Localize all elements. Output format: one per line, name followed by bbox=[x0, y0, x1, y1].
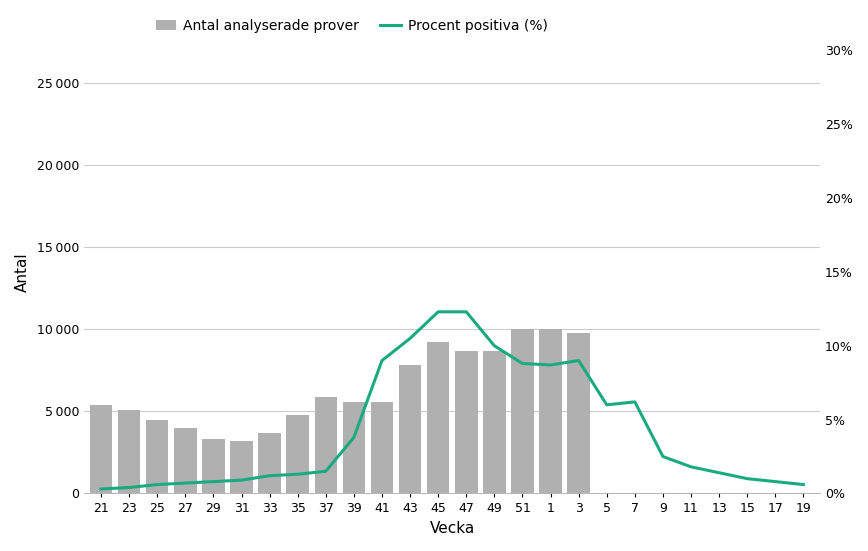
Procent positiva (%) bbox=[152, 481, 162, 488]
Procent positiva (%) bbox=[181, 480, 191, 487]
Procent positiva (%) bbox=[490, 343, 500, 349]
Procent positiva (%) bbox=[461, 309, 471, 315]
Procent positiva (%) bbox=[574, 357, 584, 364]
Procent positiva (%) bbox=[124, 484, 135, 491]
Procent positiva (%) bbox=[377, 357, 387, 364]
X-axis label: Vecka: Vecka bbox=[430, 521, 475, 536]
Bar bbox=[398, 365, 421, 493]
Procent positiva (%) bbox=[404, 335, 415, 342]
Bar bbox=[286, 415, 309, 493]
Procent positiva (%) bbox=[602, 402, 612, 408]
Procent positiva (%) bbox=[293, 471, 303, 478]
Bar bbox=[511, 329, 534, 493]
Bar bbox=[483, 350, 505, 493]
Bar bbox=[427, 343, 450, 493]
Procent positiva (%) bbox=[236, 477, 247, 483]
Bar bbox=[146, 420, 168, 493]
Procent positiva (%) bbox=[349, 434, 359, 441]
Bar bbox=[259, 433, 281, 493]
Procent positiva (%) bbox=[320, 468, 331, 474]
Procent positiva (%) bbox=[208, 478, 219, 485]
Procent positiva (%) bbox=[545, 361, 556, 368]
Procent positiva (%) bbox=[517, 360, 528, 367]
Bar bbox=[89, 405, 112, 493]
Procent positiva (%) bbox=[433, 309, 444, 315]
Procent positiva (%) bbox=[658, 453, 668, 460]
Procent positiva (%) bbox=[770, 478, 780, 485]
Line: Procent positiva (%): Procent positiva (%) bbox=[101, 312, 804, 489]
Procent positiva (%) bbox=[686, 463, 696, 470]
Procent positiva (%) bbox=[95, 485, 106, 492]
Procent positiva (%) bbox=[713, 469, 724, 476]
Bar bbox=[118, 410, 141, 493]
Procent positiva (%) bbox=[629, 398, 640, 405]
Y-axis label: Antal: Antal bbox=[15, 252, 30, 292]
Bar bbox=[343, 402, 365, 493]
Bar bbox=[230, 441, 253, 493]
Bar bbox=[174, 428, 196, 493]
Procent positiva (%) bbox=[799, 481, 809, 488]
Bar bbox=[371, 402, 393, 493]
Bar bbox=[314, 397, 337, 493]
Bar bbox=[202, 439, 225, 493]
Bar bbox=[455, 350, 477, 493]
Procent positiva (%) bbox=[742, 476, 753, 482]
Procent positiva (%) bbox=[265, 472, 275, 479]
Bar bbox=[568, 333, 590, 493]
Legend: Antal analyserade prover, Procent positiva (%): Antal analyserade prover, Procent positi… bbox=[150, 13, 553, 38]
Bar bbox=[539, 329, 562, 493]
